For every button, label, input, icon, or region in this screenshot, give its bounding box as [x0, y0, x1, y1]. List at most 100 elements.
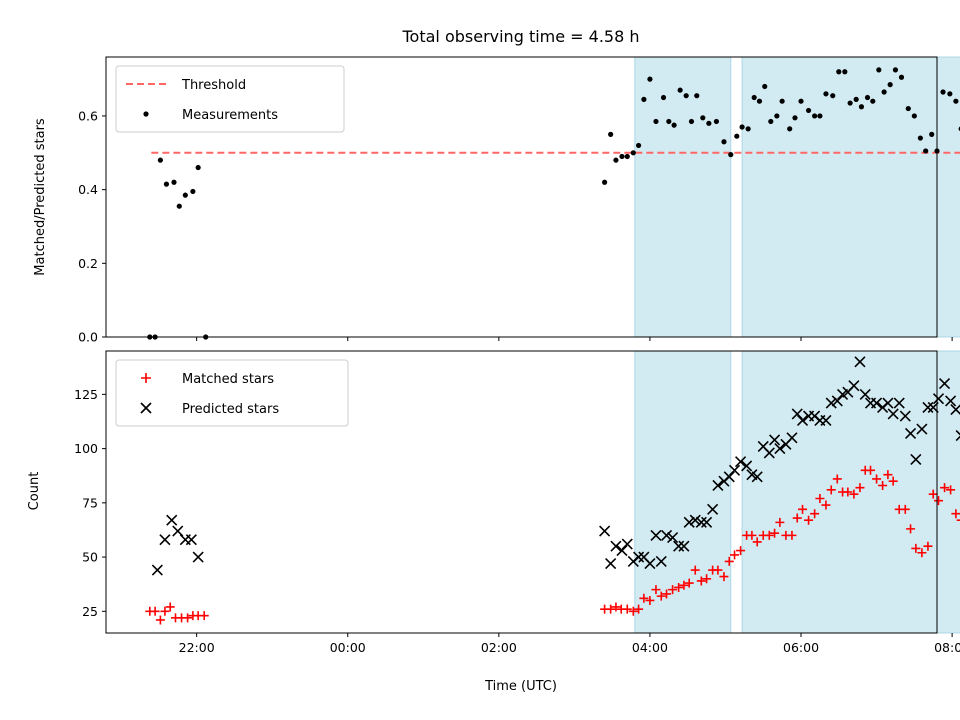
count-panel: 25 50 75 100 125 22:00 00:00 02:00 04:00 06:00 08:…: [74, 350, 960, 655]
series-1-point-24: [695, 516, 707, 528]
series-1-point-29: [723, 471, 735, 483]
series-0-point-1: [150, 606, 160, 616]
series-0-point-67: [940, 89, 946, 95]
series-0-point-17: [641, 96, 647, 102]
series-0-point-33: [739, 124, 745, 130]
series-0-point-61: [883, 470, 893, 480]
series-0-point-71: [940, 483, 950, 493]
series-0-point-59: [892, 67, 899, 73]
series-1-point-55: [870, 397, 883, 409]
series-0-point-70: [934, 496, 944, 506]
series-1-point-41: [791, 408, 803, 420]
series-0-point-60: [878, 480, 888, 490]
series-0-point-44: [787, 530, 797, 540]
legend-x-swatch: [140, 402, 152, 414]
series-0-point-25: [688, 118, 695, 125]
series-0-point-68: [923, 541, 933, 551]
series-0-point-59: [872, 474, 882, 484]
series-0-point-55: [870, 98, 876, 104]
series-1-point-0: [151, 564, 163, 576]
series-0-point-37: [762, 83, 768, 90]
series-0-point-44: [805, 107, 812, 114]
chart-title: Total observing time = 4.58 h: [401, 27, 639, 46]
series-0-point-8: [195, 164, 201, 171]
series-0-point-11: [608, 131, 614, 137]
legend-dot-swatch: [143, 111, 149, 117]
series-1-point-42: [796, 414, 809, 426]
series-0-point-27: [700, 115, 706, 121]
series-0-point-54: [843, 487, 853, 497]
series-1-point-51: [848, 380, 860, 392]
series-0-point-38: [752, 537, 762, 547]
series-0-point-3: [160, 606, 170, 616]
series-0-point-6: [182, 192, 188, 198]
series-0-point-57: [881, 89, 887, 95]
series-1-point-34: [751, 471, 763, 483]
series-1-point-26: [707, 503, 719, 515]
series-0-point-32: [734, 133, 740, 139]
series-1-point-15: [644, 558, 656, 570]
bottom-y-axis-label: Count: [27, 472, 42, 511]
series-0-point-50: [821, 500, 831, 510]
series-1-point-60: [899, 410, 911, 422]
series-0-point-36: [756, 98, 763, 104]
series-0-point-40: [764, 530, 774, 540]
series-0-point-25: [679, 580, 689, 590]
series-1-point-37: [769, 434, 781, 446]
series-0-point-14: [624, 153, 630, 160]
ratio-panel: 0.0 0.2 0.4 0.6 Threshold Measurements: [78, 56, 960, 345]
series-0-point-65: [906, 524, 916, 534]
series-0-point-45: [792, 513, 802, 523]
y-tick-label-2: 75: [82, 495, 98, 510]
series-0-point-12: [613, 157, 619, 163]
series-1-point-20: [673, 540, 685, 552]
series-0-point-31: [728, 152, 734, 158]
x-tick-label-2: 02:00: [481, 640, 517, 655]
series-1-point-67: [938, 377, 951, 390]
series-0-point-46: [798, 504, 808, 514]
series-1-point-46: [820, 414, 832, 426]
series-0-point-38: [768, 118, 774, 125]
series-1-point-7: [599, 525, 611, 537]
series-0-point-2: [157, 157, 163, 163]
series-0-point-17: [634, 604, 644, 614]
series-0-point-27: [690, 565, 700, 575]
series-0-point-72: [946, 485, 956, 495]
series-1-point-11: [621, 538, 633, 550]
series-1-point-21: [678, 540, 690, 552]
series-0-point-15: [622, 604, 632, 614]
series-0-point-29: [702, 574, 712, 584]
series-0-point-34: [730, 550, 740, 560]
series-1-point-70: [955, 430, 960, 442]
series-0-point-62: [911, 113, 917, 119]
series-0-point-64: [900, 504, 910, 514]
series-0-point-10: [602, 179, 608, 185]
series-0-point-32: [719, 572, 729, 582]
series-1-point-22: [683, 516, 695, 528]
series-1-point-53: [859, 388, 871, 400]
series-1-point-25: [701, 516, 713, 528]
x-axis-label: Time (UTC): [484, 679, 557, 694]
y-tick-label-0: 0.0: [78, 330, 98, 345]
legend-label-1: Predicted stars: [182, 402, 279, 417]
shaded-interval-0: [634, 350, 732, 634]
series-1-point-6: [192, 551, 204, 563]
series-0-point-43: [798, 98, 804, 104]
series-0-point-54: [864, 94, 871, 101]
x-tick-label-0: 22:00: [179, 640, 215, 655]
series-0-point-7: [190, 188, 196, 195]
series-0-point-56: [876, 67, 882, 73]
x-tick-label-5: 08:00: [934, 640, 960, 655]
series-1-point-27: [712, 479, 724, 492]
shaded-interval-1: [741, 56, 960, 338]
series-0-point-51: [826, 485, 836, 495]
series-1-point-40: [786, 432, 798, 444]
series-0-point-42: [775, 517, 785, 527]
series-0-point-20: [660, 94, 667, 101]
series-0-point-34: [745, 126, 751, 132]
series-0-point-49: [836, 69, 842, 75]
series-0-point-21: [666, 118, 672, 125]
legend-box: [115, 359, 349, 427]
series-0-point-40: [779, 98, 785, 104]
series-1-point-10: [616, 545, 628, 557]
